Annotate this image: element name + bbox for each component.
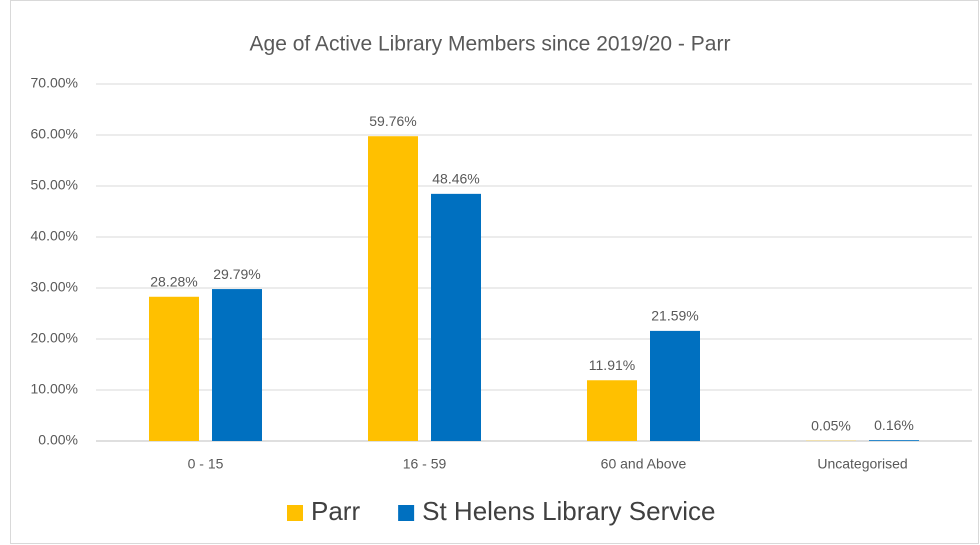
value-label: 21.59% [651,308,698,324]
y-tick-label: 40.00% [31,228,78,244]
value-label: 48.46% [432,171,479,187]
legend-swatch [287,505,303,521]
legend-swatch [398,505,415,521]
y-tick-label: 10.00% [31,381,78,397]
y-tick-label: 50.00% [31,177,78,193]
x-tick-label: 16 - 59 [403,456,447,472]
bar [431,193,481,441]
legend-label: Parr [311,496,360,526]
y-tick-label: 70.00% [31,75,78,91]
bar [869,440,919,441]
y-tick-label: 60.00% [31,126,78,142]
y-tick-label: 30.00% [31,279,78,295]
y-tick-label: 0.00% [38,432,78,448]
bar [149,296,199,441]
chart-title: Age of Active Library Members since 2019… [250,33,731,56]
chart-border [10,0,979,544]
value-label: 0.16% [874,417,914,433]
bar [587,380,637,441]
x-tick-label: 0 - 15 [188,456,224,472]
x-tick-label: 60 and Above [601,456,687,472]
y-tick-label: 20.00% [31,330,78,346]
value-label: 11.91% [589,357,635,373]
value-label: 59.76% [369,113,416,129]
bar [650,330,700,441]
value-label: 29.79% [213,266,260,282]
value-label: 28.28% [150,273,197,289]
x-tick-label: Uncategorised [817,456,907,472]
bar [212,289,262,441]
legend-label: St Helens Library Service [422,496,715,526]
value-label: 0.05% [811,417,851,433]
bar [368,136,418,441]
